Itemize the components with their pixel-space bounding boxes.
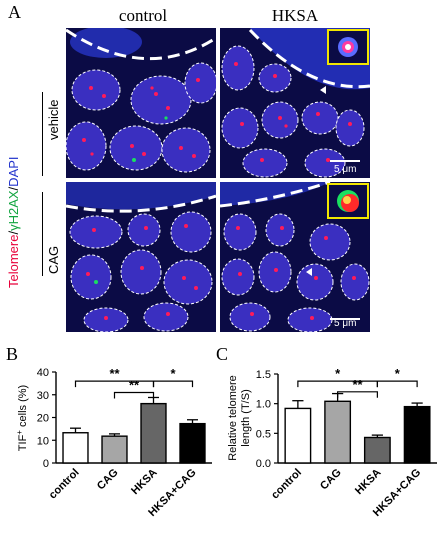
y-axis-label-suffix: cells (%) (17, 385, 29, 430)
y-axis-label: TIF+ cells (%) (15, 385, 29, 451)
bar-cag (324, 400, 352, 464)
significance-label: * (335, 366, 341, 381)
significance-bracket (337, 391, 378, 398)
significance-bracket (113, 391, 155, 399)
bar-control (62, 432, 89, 464)
bar-control (284, 407, 312, 464)
micrograph-hksa-vehicle (220, 28, 370, 178)
y-axis-label-line-1: Relative telomere (227, 375, 239, 461)
scale-bar-label-bottom: 5 μm (334, 318, 357, 329)
stain-h2ax: γH2AX (6, 190, 21, 231)
y-tick-label: 1.5 (256, 369, 271, 381)
micrograph-control-vehicle (66, 28, 216, 178)
bar-hksa (363, 436, 391, 464)
x-category-label: CAG (95, 467, 121, 493)
y-axis-label-sup: + (15, 430, 24, 435)
x-category-label: control (269, 467, 304, 502)
bar-hksa (140, 402, 167, 464)
bar-cag (101, 435, 128, 464)
column-header-hksa: HKSA (271, 6, 319, 25)
y-tick-label: 20 (37, 413, 49, 425)
row-label-cag: CAG (46, 245, 61, 274)
bar-hksa-plus-cag (179, 422, 206, 464)
y-tick-label: 0.0 (256, 458, 271, 470)
row-divider-cag (42, 192, 43, 276)
significance-bracket (152, 380, 194, 388)
x-category-label: control (47, 467, 82, 502)
y-tick-label: 10 (37, 435, 49, 447)
significance-bracket (74, 380, 155, 388)
y-tick-label: 40 (37, 367, 49, 379)
x-category-label: CAG (318, 467, 344, 493)
y-axis-label-line-2: length (T/S) (240, 389, 252, 446)
panel-c-letter: C (216, 344, 229, 364)
y-tick-label: 0 (43, 458, 49, 470)
y-tick-label: 0.5 (256, 428, 271, 440)
micrograph-control-cag (66, 182, 216, 332)
scale-bar-label-top: 5 μm (334, 164, 357, 175)
y-axis-label-prefix: TIF (17, 434, 29, 451)
y-tick-label: 1.0 (256, 399, 271, 411)
row-label-vehicle: vehicle (46, 99, 61, 140)
significance-bracket (297, 380, 378, 388)
significance-label: * (170, 366, 176, 381)
y-tick-label: 30 (37, 390, 49, 402)
stain-telomere: Telomere (6, 234, 21, 288)
significance-label: ** (352, 377, 363, 392)
stain-legend: Telomere/γH2AX/DAPI (6, 156, 21, 288)
stain-separator-1: / (6, 230, 21, 235)
panel-a-letter: A (8, 2, 21, 22)
bar-hksa-plus-cag (403, 405, 431, 464)
significance-label: ** (129, 377, 140, 392)
micrograph-hksa-cag (220, 182, 370, 332)
significance-label: * (395, 366, 401, 381)
stain-dapi: DAPI (6, 156, 21, 187)
x-category-label: HKSA (353, 467, 384, 498)
significance-bracket (376, 380, 418, 388)
stain-separator-2: / (6, 186, 21, 191)
panel-b-letter: B (6, 344, 19, 364)
column-header-control: control (118, 6, 168, 25)
row-divider-vehicle (42, 92, 43, 176)
significance-label: ** (109, 366, 120, 381)
x-category-label: HKSA (129, 467, 160, 498)
